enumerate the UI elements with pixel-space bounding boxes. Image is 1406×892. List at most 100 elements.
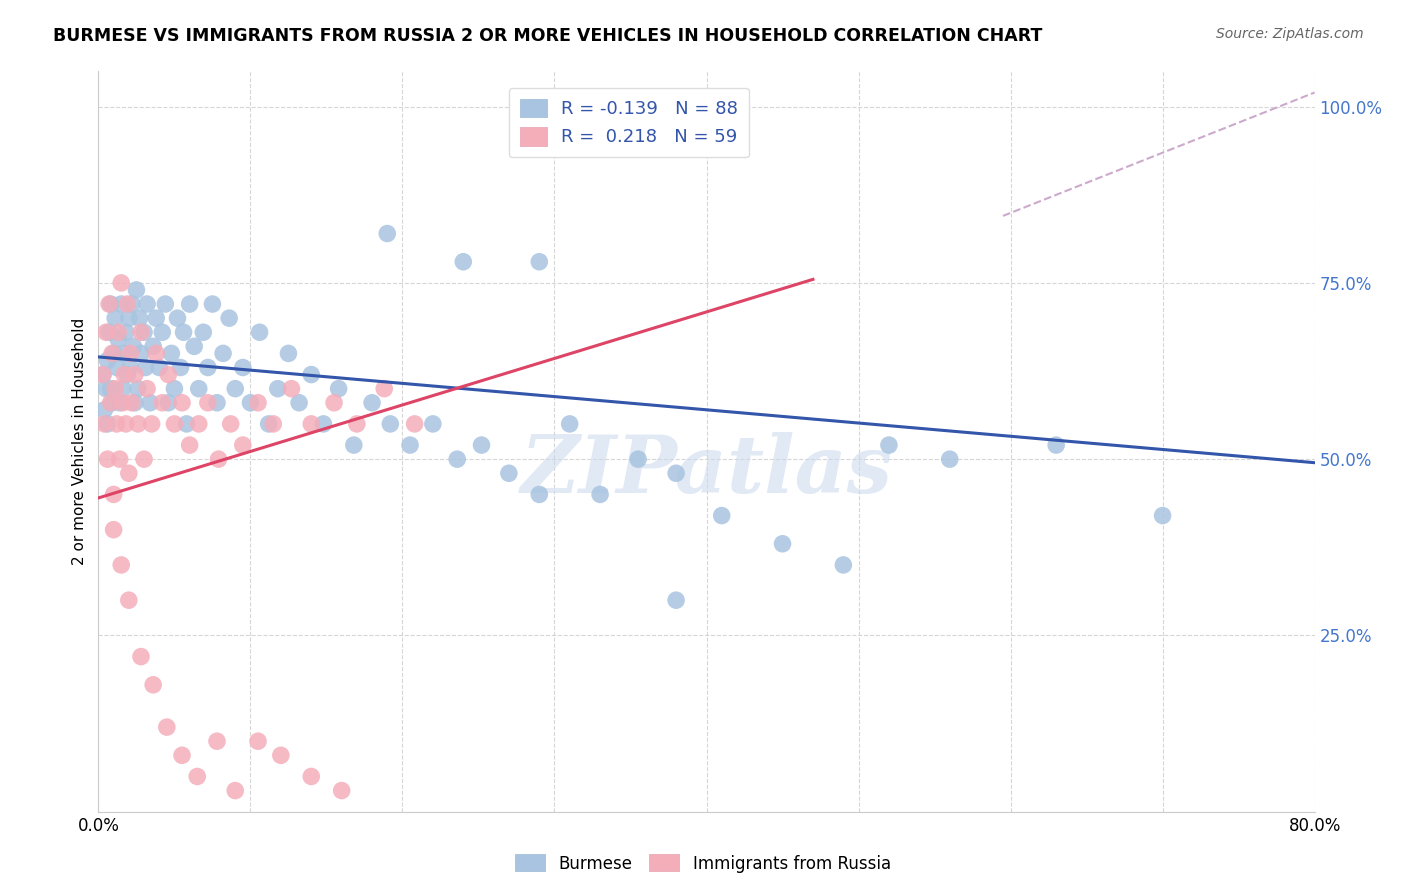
Point [201,297,224,311]
Point [135,360,157,375]
Point [108,396,131,410]
Point [107,332,129,346]
Point [139,396,162,410]
Point [361,396,384,410]
Point [446,452,468,467]
Point [232,360,254,375]
Point [156,720,179,734]
Point [118,467,141,481]
Point [163,417,186,431]
Point [373,382,395,396]
Point [112,346,135,360]
Point [288,396,311,410]
Point [224,382,246,396]
Point [129,649,152,664]
Point [1045,438,1067,452]
Point [96,417,118,431]
Point [267,382,290,396]
Point [142,678,165,692]
Point [179,297,201,311]
Point [93,417,115,431]
Point [323,396,346,410]
Point [124,396,146,410]
Point [103,523,125,537]
Point [330,783,353,797]
Point [127,417,149,431]
Point [399,438,422,452]
Point [277,346,299,360]
Point [91,368,114,382]
Point [103,346,125,360]
Point [100,382,122,396]
Point [163,382,186,396]
Point [125,283,148,297]
Point [114,325,136,339]
Point [145,346,167,360]
Point [150,396,173,410]
Point [100,297,122,311]
Point [170,396,193,410]
Point [193,325,215,339]
Point [169,360,191,375]
Text: Source: ZipAtlas.com: Source: ZipAtlas.com [1216,27,1364,41]
Legend: R = -0.139   N = 88, R =  0.218   N = 59: R = -0.139 N = 88, R = 0.218 N = 59 [509,87,749,157]
Point [108,452,131,467]
Point [183,339,205,353]
Point [247,734,270,748]
Point [93,402,115,417]
Point [280,382,302,396]
Point [197,360,219,375]
Point [150,325,173,339]
Point [832,558,855,572]
Point [375,227,398,241]
Point [205,734,228,748]
Point [186,769,208,783]
Point [232,438,254,452]
Y-axis label: 2 or more Vehicles in Household: 2 or more Vehicles in Household [72,318,87,566]
Point [166,311,188,326]
Point [173,325,195,339]
Point [96,452,118,467]
Point [110,297,132,311]
Point [94,382,117,396]
Point [207,452,229,467]
Point [312,417,335,431]
Point [380,417,402,431]
Point [529,254,551,268]
Point [98,297,121,311]
Point [218,311,240,326]
Point [710,508,733,523]
Point [132,325,155,339]
Point [122,339,145,353]
Point [219,417,242,431]
Point [142,339,165,353]
Point [105,417,128,431]
Point [422,417,444,431]
Point [155,297,177,311]
Point [124,368,146,382]
Point [589,487,612,501]
Point [160,346,183,360]
Point [100,396,122,410]
Text: ZIPatlas: ZIPatlas [520,433,893,510]
Point [111,382,134,396]
Point [179,438,201,452]
Point [299,769,322,783]
Point [114,417,136,431]
Point [111,396,134,410]
Point [118,593,141,607]
Point [404,417,426,431]
Point [270,748,292,763]
Point [128,311,150,326]
Point [129,346,152,360]
Point [117,368,139,382]
Point [157,396,180,410]
Point [98,325,121,339]
Point [107,325,129,339]
Point [247,396,270,410]
Point [627,452,650,467]
Point [343,438,366,452]
Point [157,368,180,382]
Point [94,325,117,339]
Point [665,467,688,481]
